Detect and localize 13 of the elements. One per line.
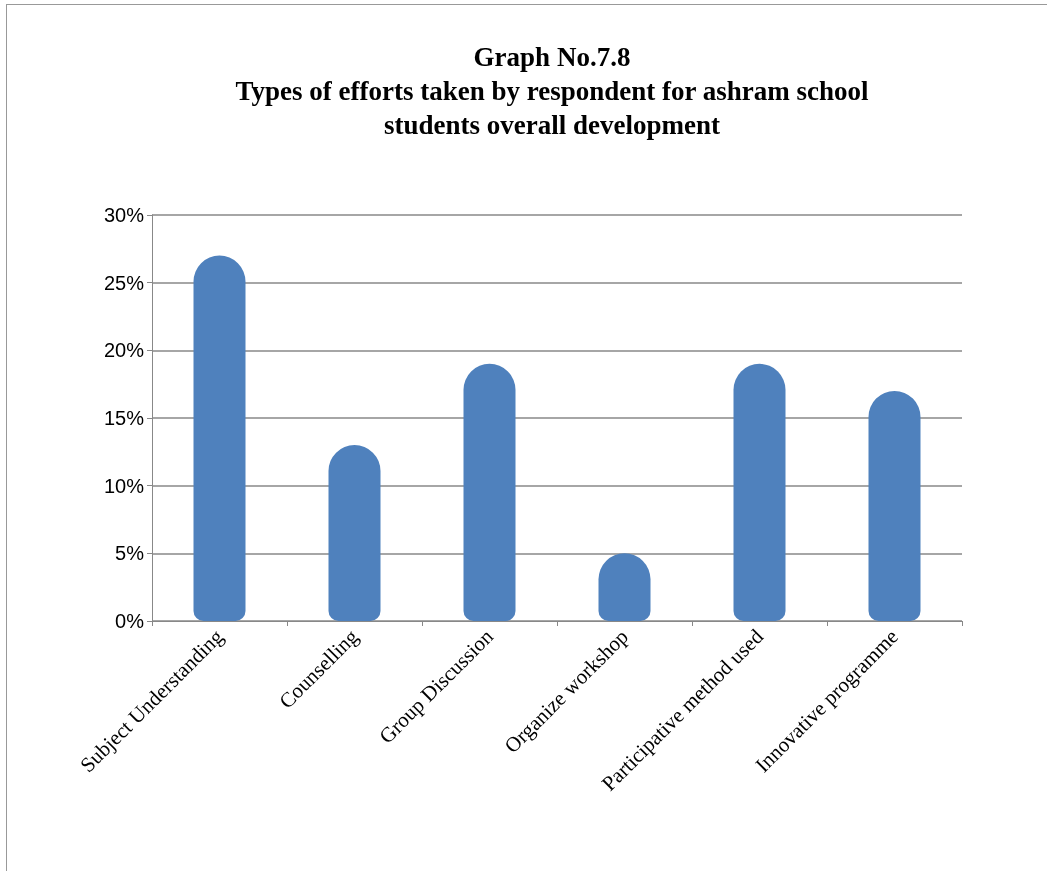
y-tick-label: 30% <box>103 204 145 226</box>
y-tick-label: 25% <box>103 271 145 294</box>
bar <box>733 363 786 621</box>
bar <box>463 363 516 621</box>
y-tick-label: 10% <box>103 474 145 497</box>
chart-title: Graph No.7.8 Types of efforts taken by respondent for ashram school students overall development <box>235 42 869 140</box>
bar <box>328 445 381 621</box>
bar <box>193 255 246 621</box>
y-tick-label: 20% <box>103 339 145 362</box>
y-tick-label: 5% <box>115 542 145 565</box>
y-tick-label: 0% <box>115 610 145 632</box>
y-tick-label: 15% <box>103 407 145 429</box>
bar <box>868 390 921 621</box>
